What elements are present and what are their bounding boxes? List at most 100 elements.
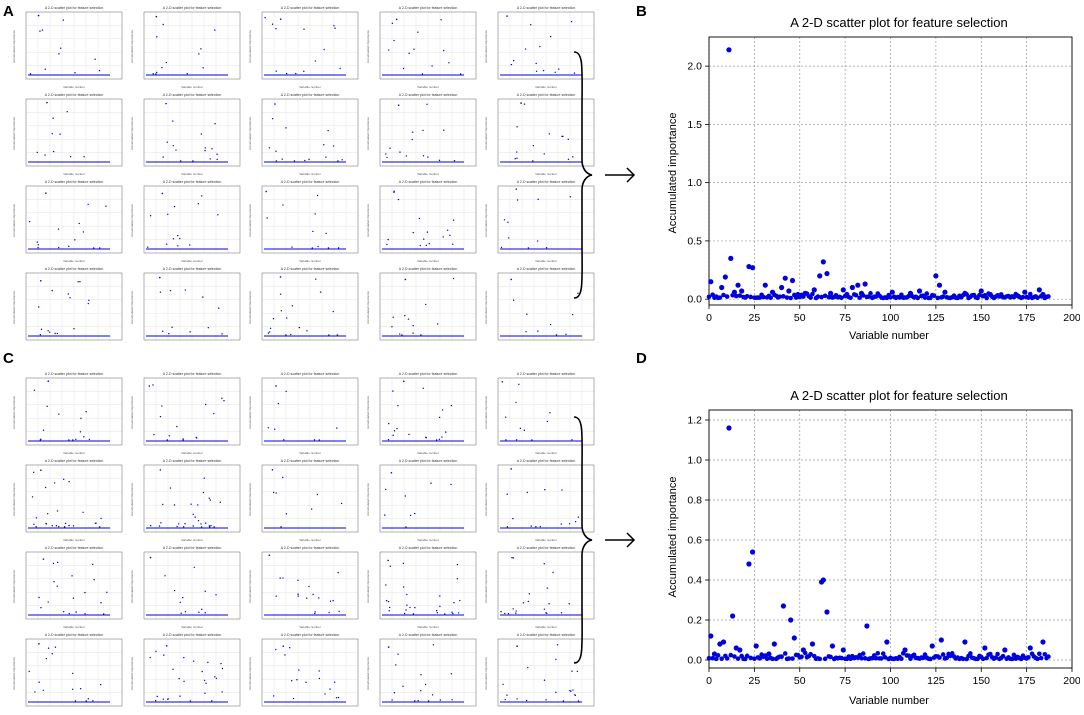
small-chart-title: A 2-D scatter plot for feature selection [399, 267, 458, 271]
small-data-point [426, 231, 429, 233]
small-scatter-chart: A 2-D scatter plot for feature selection… [366, 180, 477, 263]
small-data-point [535, 70, 538, 72]
data-point [713, 656, 719, 662]
data-point [744, 653, 750, 659]
small-scatter-chart: A 2-D scatter plot for feature selection… [248, 180, 359, 263]
small-y-axis-label: Accumulated importance [248, 30, 252, 63]
small-data-point [419, 244, 421, 247]
small-data-point [172, 120, 174, 122]
small-data-point [182, 439, 184, 441]
small-data-point [511, 556, 513, 559]
small-data-point [204, 590, 206, 593]
small-chart-title: A 2-D scatter plot for feature selection [399, 546, 458, 550]
small-data-point [318, 597, 320, 599]
small-x-axis-label: Variable number [417, 625, 439, 629]
small-data-point [395, 18, 398, 21]
small-data-point [562, 700, 565, 702]
small-data-point [192, 513, 194, 515]
small-y-axis-label: Accumulated importance [248, 483, 252, 516]
small-data-point [213, 526, 215, 528]
small-y-axis-label: Accumulated importance [366, 291, 370, 324]
small-data-point [535, 62, 537, 65]
small-data-point [154, 699, 157, 702]
small-data-point [303, 70, 305, 73]
small-data-point [502, 683, 504, 686]
small-chart-title: A 2-D scatter plot for feature selection [163, 633, 222, 637]
small-data-point [314, 213, 316, 215]
small-data-point [532, 160, 534, 162]
small-data-point [162, 23, 164, 26]
small-data-point [527, 600, 530, 603]
small-data-point [451, 611, 453, 613]
small-plot-frame [261, 638, 359, 707]
data-point [719, 656, 725, 662]
x-tick-label: 25 [749, 675, 761, 687]
data-point [1040, 639, 1046, 645]
small-data-point [155, 650, 157, 653]
small-data-point [161, 192, 164, 195]
data-point [840, 287, 846, 293]
small-data-point [156, 695, 158, 698]
small-data-point [194, 516, 196, 518]
small-data-point [329, 600, 332, 602]
small-scatter-chart: A 2-D scatter plot for feature selection… [130, 633, 241, 707]
small-data-point [560, 523, 563, 525]
small-data-point [100, 517, 102, 520]
small-data-point [40, 469, 42, 471]
data-point [931, 293, 937, 299]
small-chart-title: A 2-D scatter plot for feature selection [517, 6, 576, 10]
small-data-point [425, 303, 427, 306]
small-data-point [94, 58, 96, 60]
small-scatter-chart: A 2-D scatter plot for feature selection… [366, 6, 477, 89]
small-plot-frame [143, 185, 241, 254]
data-point [808, 651, 813, 657]
small-scatter-chart: A 2-D scatter plot for feature selection… [484, 372, 595, 455]
small-scatter-chart: A 2-D scatter plot for feature selection… [130, 6, 241, 89]
small-data-point [98, 69, 101, 72]
data-point [1037, 651, 1042, 657]
panel-label-d: D [636, 350, 647, 367]
data-point [828, 290, 834, 296]
small-scatter-chart: A 2-D scatter plot for feature selection… [366, 546, 477, 629]
small-data-point [215, 677, 218, 680]
data-point [1014, 293, 1021, 299]
small-data-point [173, 589, 176, 592]
data-point [791, 635, 797, 641]
small-data-point [543, 563, 545, 565]
small-x-axis-label: Variable number [535, 259, 557, 263]
small-data-point [537, 198, 539, 201]
small-plot-frame [379, 638, 477, 707]
data-point [915, 295, 921, 301]
small-data-point [393, 692, 396, 694]
data-point [817, 273, 823, 279]
data-point [724, 656, 730, 661]
small-data-point [523, 429, 526, 431]
small-data-point [93, 247, 95, 249]
small-data-point [500, 246, 503, 249]
small-x-axis-label: Variable number [417, 538, 439, 542]
small-data-point [452, 243, 454, 245]
small-data-point [328, 611, 330, 614]
data-point [858, 290, 865, 296]
small-data-point [88, 299, 90, 302]
small-plot-frame [25, 11, 123, 80]
small-data-point [221, 691, 223, 693]
small-data-point [295, 72, 297, 75]
data-point [862, 656, 868, 661]
small-data-point [397, 404, 399, 407]
small-data-point [404, 314, 406, 317]
small-chart-title: A 2-D scatter plot for feature selection [399, 180, 458, 184]
data-point [749, 265, 756, 271]
plot-frame [708, 409, 1073, 669]
small-data-point [569, 689, 571, 692]
small-data-point [506, 15, 508, 17]
y-tick-label: 1.5 [687, 119, 702, 131]
small-data-point [439, 699, 442, 701]
plot-frame [708, 36, 1073, 306]
small-data-point [328, 334, 330, 336]
data-point [786, 656, 792, 661]
small-y-axis-label: Accumulated importance [130, 204, 134, 237]
small-data-point [64, 522, 67, 525]
small-data-point [449, 234, 451, 236]
small-data-point [100, 602, 102, 604]
